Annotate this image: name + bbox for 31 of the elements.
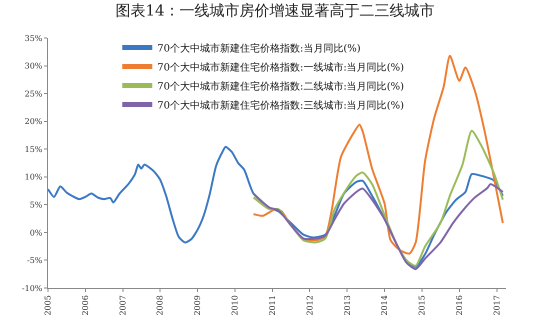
legend-label: 70个大中城市新建住宅价格指数:二线城市:当月同比(%)	[157, 80, 404, 92]
x-tick-label: 2016	[454, 295, 464, 316]
y-tick-label: -10%	[22, 284, 43, 293]
y-tick-label: 0%	[30, 228, 43, 238]
line-series	[252, 130, 504, 267]
chart-title: 图表14：一线城市房价增速显著高于二三线城市	[115, 2, 435, 20]
x-tick-label: 2005	[44, 295, 53, 316]
line-series	[48, 146, 504, 268]
y-tick-label: 35%	[24, 34, 43, 43]
legend-label: 70个大中城市新建住宅价格指数:一线城市:当月同比(%)	[157, 61, 404, 74]
x-tick-label: 2012	[305, 295, 314, 316]
x-tick-label: 2015	[418, 295, 427, 316]
y-tick-label: -5%	[26, 256, 43, 266]
y-tick-label: 10%	[24, 172, 43, 182]
y-tick-label: 15%	[24, 144, 43, 154]
x-tick-label: 2006	[80, 295, 90, 316]
x-tick-label: 2007	[118, 295, 128, 316]
legend-label: 70个大中城市新建住宅价格指数:三线城市:当月同比(%)	[157, 99, 404, 112]
line-series	[252, 183, 504, 270]
x-tick-label: 2014	[380, 295, 390, 316]
x-tick-label: 2010	[230, 295, 240, 316]
y-tick-label: 5%	[30, 200, 43, 210]
x-tick-label: 2011	[268, 295, 277, 316]
x-tick-label: 2017	[492, 295, 502, 316]
y-tick-label: 25%	[24, 89, 43, 98]
x-tick-label: 2009	[193, 295, 202, 316]
y-tick-label: 30%	[24, 62, 43, 71]
x-tick-label: 2008	[156, 295, 165, 316]
legend-label: 70个大中城市新建住宅价格指数:当月同比(%)	[157, 42, 361, 54]
y-tick-label: 20%	[24, 117, 43, 126]
x-tick-label: 2013	[342, 295, 352, 316]
